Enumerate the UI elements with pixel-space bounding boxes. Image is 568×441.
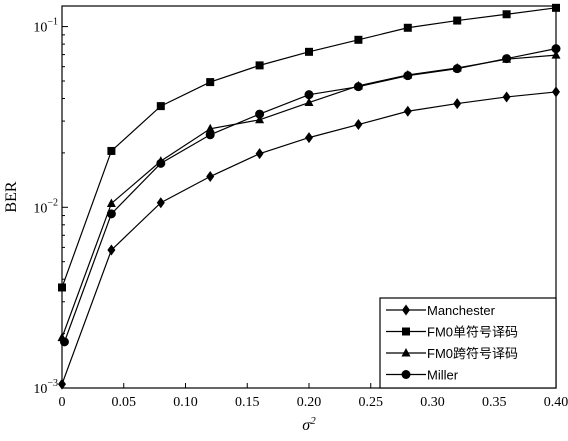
- legend-item: Manchester: [386, 303, 496, 318]
- x-tick-label: 0.25: [359, 395, 384, 410]
- data-point: [402, 327, 410, 336]
- data-point: [206, 78, 215, 87]
- y-axis-label: BER: [3, 181, 20, 212]
- x-axis-label: σ2: [302, 415, 316, 434]
- series-diamond: [58, 86, 560, 390]
- data-point: [354, 35, 363, 44]
- x-tick-label: 0.30: [420, 395, 445, 410]
- data-point: [106, 209, 116, 219]
- data-point: [106, 198, 116, 207]
- data-point: [305, 47, 313, 56]
- data-point: [206, 171, 215, 183]
- data-point: [453, 16, 462, 25]
- data-point: [401, 348, 411, 357]
- data-point: [305, 132, 313, 144]
- data-point: [403, 105, 412, 117]
- y-tick-label: 10−1: [33, 17, 58, 36]
- data-point: [402, 304, 410, 316]
- x-tick-label: 0.05: [112, 395, 137, 410]
- legend-label: FM0跨符号译码: [427, 346, 518, 361]
- data-point: [452, 64, 462, 74]
- axis-ticks: 0 0.05 0.10 0.15 0.20 0.25 0.30 0.35 0.40 10−3 10−…: [33, 17, 568, 410]
- data-point: [354, 119, 363, 131]
- data-point: [304, 90, 314, 100]
- data-point: [107, 146, 116, 155]
- data-point: [502, 91, 511, 103]
- data-point: [156, 102, 165, 111]
- y-tick-label: 10−2: [33, 197, 58, 216]
- data-point: [255, 148, 264, 160]
- data-point: [205, 130, 215, 140]
- data-point: [304, 97, 314, 107]
- x-tick-label: 0.35: [482, 395, 507, 410]
- data-point: [59, 337, 69, 347]
- x-tick-label: 0.10: [173, 395, 198, 410]
- x-tick-label: 0.40: [544, 395, 568, 410]
- legend-label: FM0单符号译码: [427, 325, 518, 340]
- data-point: [403, 71, 413, 81]
- data-point: [156, 197, 165, 209]
- data-point: [502, 10, 511, 19]
- data-point: [205, 123, 215, 133]
- data-point: [255, 114, 265, 124]
- data-point: [107, 244, 116, 256]
- data-point: [453, 98, 462, 110]
- data-point: [353, 82, 363, 92]
- legend: Manchester FM0单符号译码 FM0跨符号译码 Miller: [379, 297, 557, 389]
- legend-label: Manchester: [427, 303, 496, 318]
- data-point: [403, 23, 412, 32]
- series-circle: [59, 44, 561, 347]
- data-point: [255, 109, 265, 119]
- data-point: [156, 158, 166, 168]
- x-tick-label: 0.15: [235, 395, 260, 410]
- y-tick-label: 10−3: [33, 378, 58, 397]
- x-tick-label: 0: [59, 395, 66, 410]
- series-square: [58, 3, 560, 292]
- data-point: [255, 61, 264, 70]
- data-point: [401, 370, 411, 379]
- legend-item: Miller: [386, 368, 459, 383]
- data-point: [502, 54, 512, 64]
- x-tick-label: 0.20: [297, 395, 322, 410]
- legend-label: Miller: [427, 368, 459, 383]
- legend-item: FM0跨符号译码: [386, 346, 518, 361]
- legend-item: FM0单符号译码: [386, 325, 518, 340]
- plot-area: [57, 3, 561, 390]
